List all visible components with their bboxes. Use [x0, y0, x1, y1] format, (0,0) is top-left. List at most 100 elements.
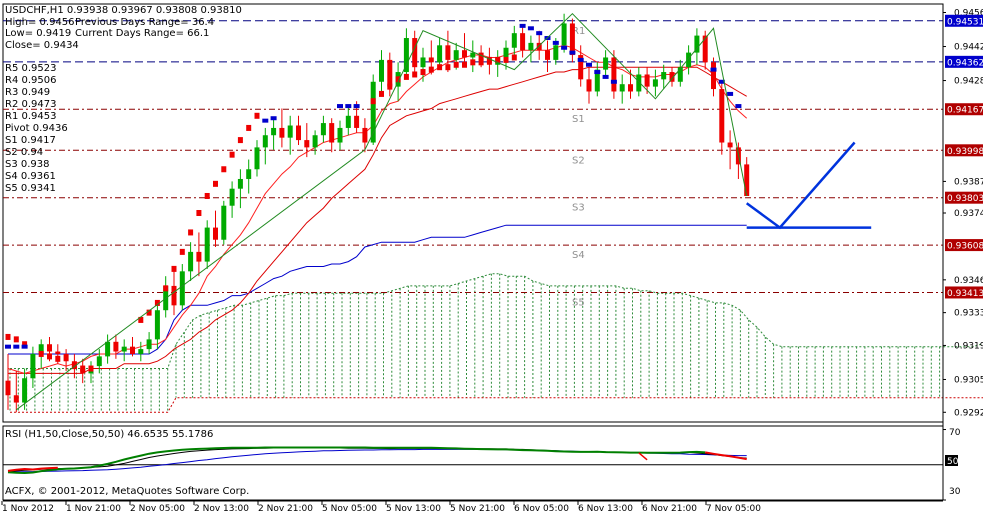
candle-body — [528, 42, 534, 51]
blue-marker — [21, 344, 28, 349]
rsi-chart — [2, 425, 946, 501]
pivot-r3: R3 0.949 — [5, 87, 50, 98]
zigzag-line — [16, 12, 748, 411]
red-marker — [428, 66, 434, 73]
level-price-tag — [945, 239, 983, 252]
time-tick-label: 6 Nov 05:00 — [514, 504, 569, 514]
current-days-range: Current Days Range= 66.1 — [75, 28, 209, 39]
red-marker — [196, 210, 202, 216]
blue-marker — [5, 344, 11, 349]
pivot-s1: S1 0.9417 — [5, 135, 56, 146]
candle-body — [387, 59, 393, 87]
red-marker — [179, 248, 185, 255]
candle-body — [470, 52, 476, 58]
candle-body — [5, 380, 11, 396]
red-marker — [38, 350, 44, 357]
candle-body — [586, 79, 592, 92]
pivot-s2: S2 0.94 — [5, 147, 43, 158]
red-marker — [478, 59, 484, 66]
red-marker — [146, 309, 152, 316]
red-marker — [462, 61, 467, 68]
candle-body — [536, 42, 542, 51]
level-price-tag-text: 0.94362 — [947, 58, 983, 68]
red-marker — [138, 316, 144, 323]
previous-days-range: Previous Days Range= 36.4 — [75, 17, 214, 28]
blue-marker — [727, 91, 734, 96]
blue-marker — [710, 67, 717, 72]
blue-marker — [552, 40, 559, 45]
price-tick-label: 0.93055 — [954, 375, 983, 385]
candle-body — [702, 35, 708, 63]
time-tick-label: 5 Nov 05:00 — [322, 504, 377, 514]
red-marker — [213, 180, 218, 187]
candle-body — [354, 115, 360, 128]
red-marker — [47, 353, 52, 360]
red-marker — [5, 333, 11, 340]
red-marker — [420, 69, 426, 76]
blue-marker — [519, 23, 526, 28]
candle-body — [462, 50, 467, 58]
candle-body — [204, 227, 210, 262]
blue-marker — [577, 57, 584, 62]
candle-body — [652, 79, 658, 87]
candle-body — [188, 251, 194, 272]
pivot-s5: S5 0.9341 — [5, 183, 56, 194]
blue-marker — [337, 104, 343, 109]
candle-body — [727, 142, 733, 148]
candle-body — [611, 57, 617, 92]
high-label: High= 0.9456 — [5, 17, 75, 28]
red-marker — [254, 112, 260, 119]
candle-body — [503, 47, 509, 58]
candle-body — [744, 164, 750, 196]
rsi-red-segment — [638, 452, 648, 461]
level-price-tag — [945, 14, 983, 27]
pivot-r2: R2 0.9473 — [5, 99, 56, 110]
candle-body — [545, 50, 550, 60]
blue-marker — [610, 79, 617, 84]
low-label: Low= 0.9419 — [5, 28, 71, 39]
red-marker — [403, 73, 409, 80]
candle-body — [171, 285, 177, 306]
red-marker — [395, 76, 401, 83]
rsi-level-tag-text: 50 — [947, 457, 959, 467]
candle-body — [345, 115, 351, 128]
candle-body — [105, 341, 111, 357]
price-tick-label: 0.93195 — [954, 341, 983, 351]
blue-marker — [718, 79, 725, 84]
candle-body — [271, 127, 277, 136]
level-price-tag-text: 0.93413 — [947, 289, 983, 299]
candle-body — [179, 271, 185, 306]
candle-body — [279, 127, 285, 138]
price-tick-label: 0.94425 — [954, 43, 983, 53]
red-marker — [237, 137, 243, 144]
red-marker — [412, 71, 418, 78]
red-marker — [171, 265, 177, 272]
level-price-tag-text: 0.94167 — [947, 106, 983, 116]
candle-body — [138, 349, 144, 354]
rsi-tick-70: 70 — [949, 428, 961, 438]
candle-body — [96, 356, 102, 367]
time-tick-label: 5 Nov 21:00 — [450, 504, 505, 514]
candle-body — [121, 346, 127, 352]
candle-body — [30, 353, 36, 379]
candle-body — [686, 52, 692, 68]
candle-body — [296, 125, 301, 141]
level-price-tag-text: 0.93608 — [947, 242, 983, 252]
price-tick-label: 0.94285 — [954, 77, 983, 87]
blue-marker — [270, 116, 277, 121]
time-tick-label: 2 Nov 05:00 — [130, 504, 185, 514]
level-price-tag — [945, 103, 983, 116]
candle-body — [38, 344, 44, 354]
close-label: Close= 0.9434 — [5, 40, 79, 51]
candle-body — [445, 45, 451, 60]
pivot-s3: S3 0.938 — [5, 159, 50, 170]
candle-body — [329, 123, 335, 143]
blue-marker — [594, 70, 601, 75]
price-tick-label: 0.94565 — [954, 9, 983, 19]
candle-body — [511, 33, 517, 48]
red-marker — [246, 124, 252, 131]
blue-marker — [353, 104, 360, 109]
blue-marker — [527, 26, 534, 31]
